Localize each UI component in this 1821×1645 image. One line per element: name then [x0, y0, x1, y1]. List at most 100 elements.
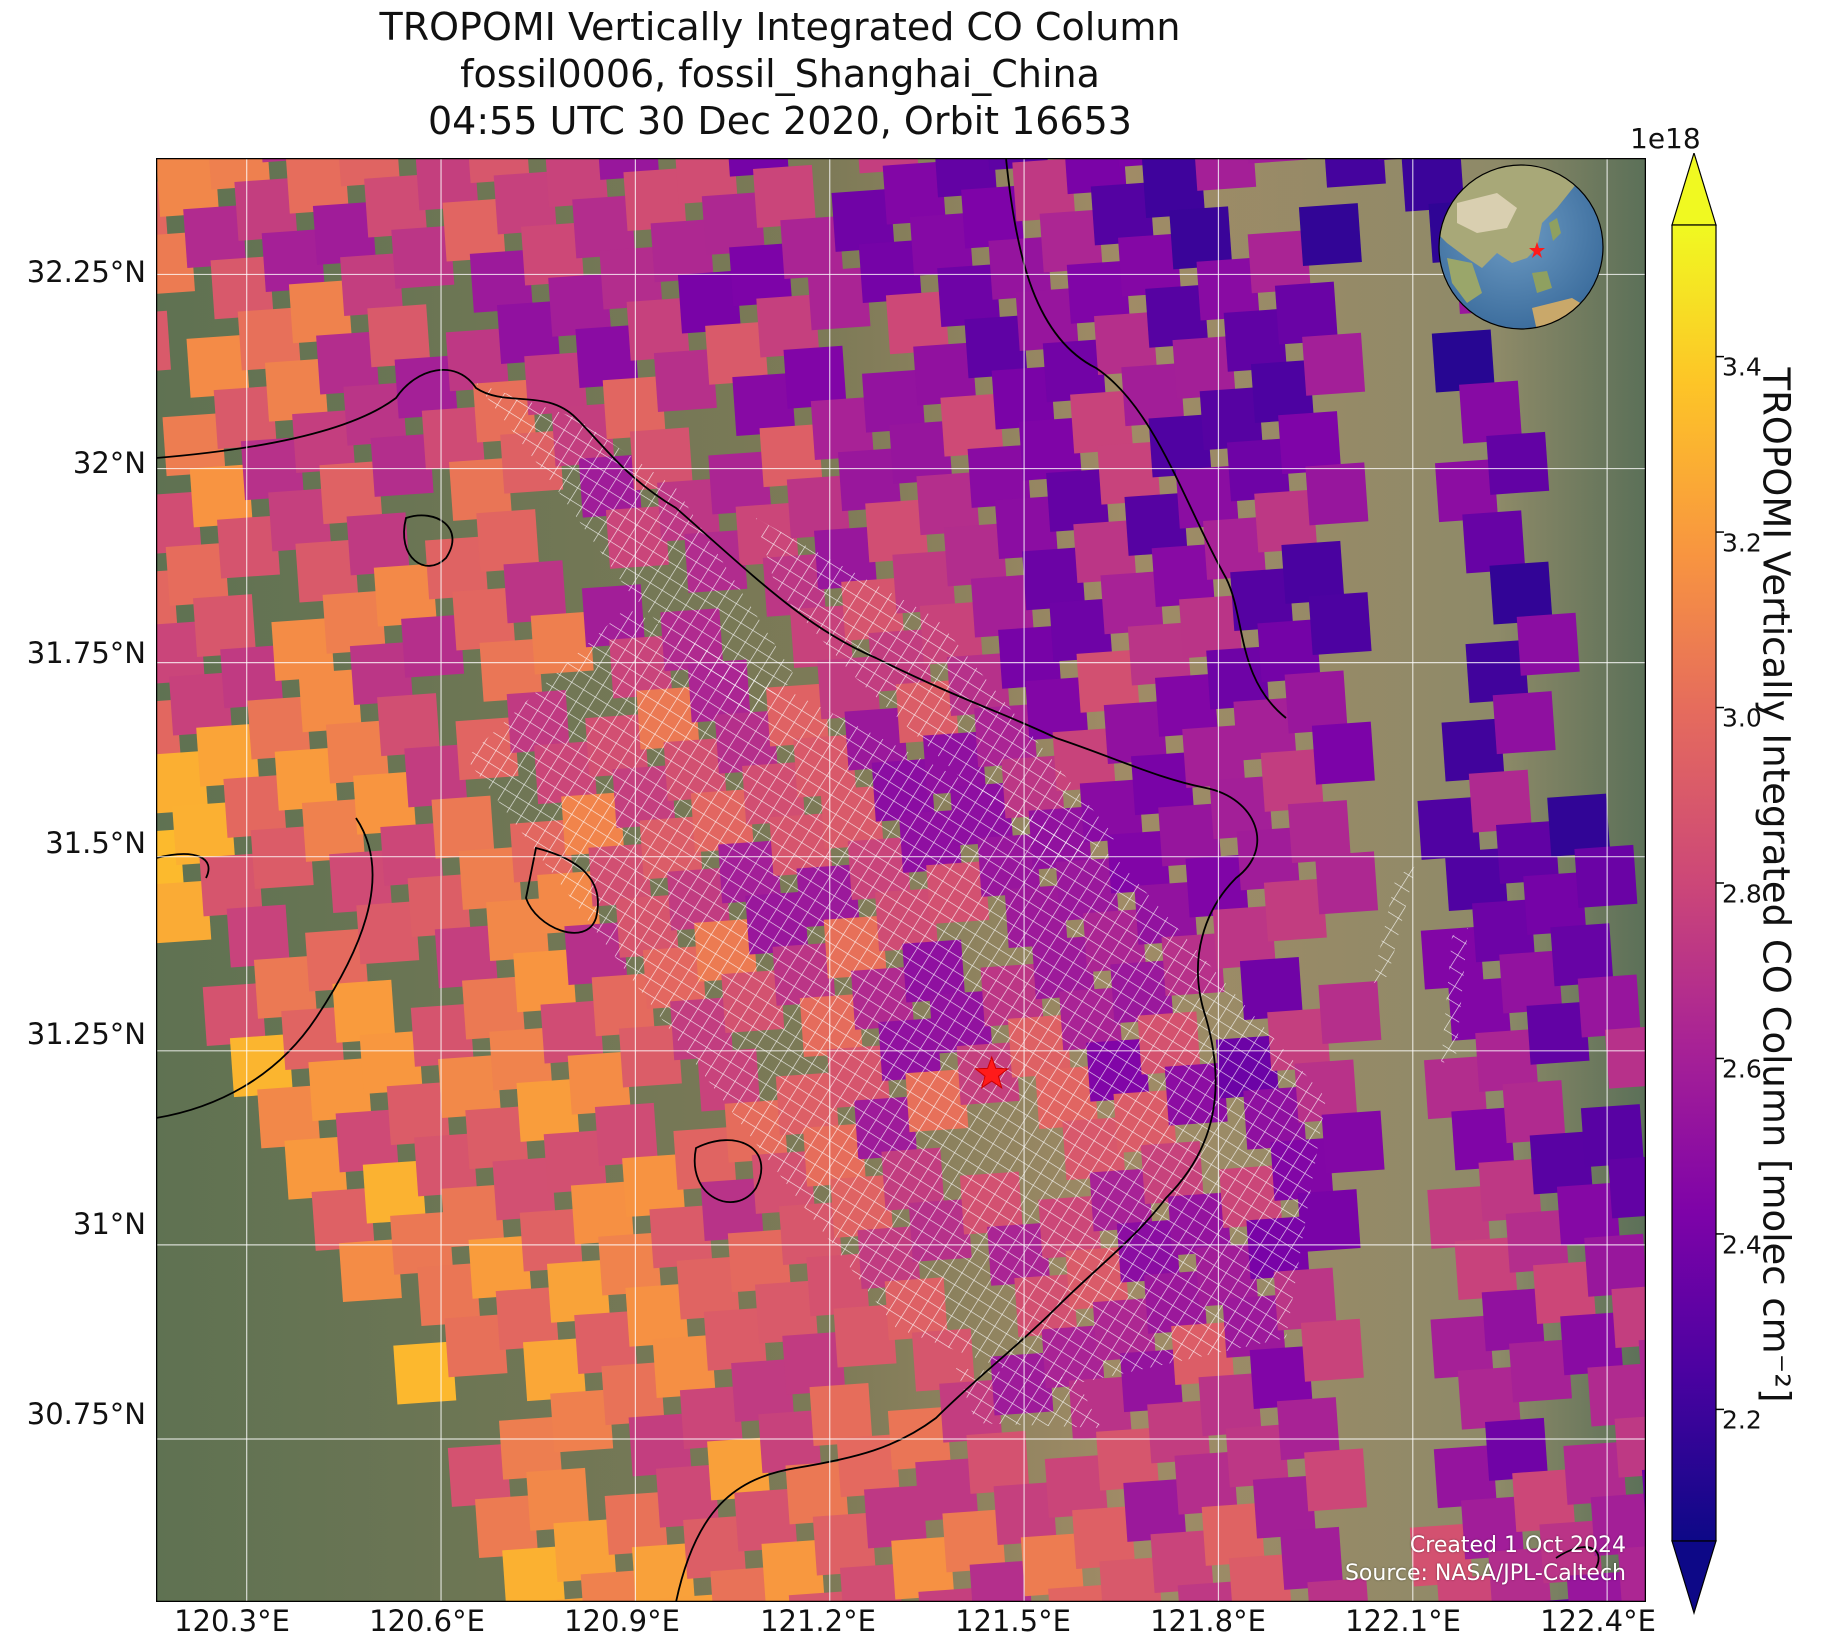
retrieval-pixel — [674, 158, 738, 204]
retrieval-pixel — [156, 491, 202, 555]
retrieval-pixel — [780, 216, 844, 280]
retrieval-pixel — [761, 1539, 825, 1602]
retrieval-pixel — [916, 472, 980, 536]
retrieval-pixel — [156, 158, 219, 217]
retrieval-pixel — [234, 177, 298, 241]
retrieval-pixel — [991, 366, 1055, 430]
retrieval-pixel — [196, 723, 260, 787]
retrieval-pixel — [625, 1283, 689, 1347]
retrieval-pixel — [1458, 380, 1522, 444]
colorbar — [1668, 153, 1728, 1615]
retrieval-pixel — [892, 550, 956, 614]
retrieval-pixel — [1239, 956, 1303, 1020]
retrieval-pixel — [683, 1515, 747, 1579]
lat-tick-label: 31.75°N — [26, 636, 146, 670]
retrieval-pixel — [1574, 844, 1638, 908]
colorbar-extend-max — [1671, 153, 1717, 226]
retrieval-pixel — [1424, 1056, 1487, 1120]
retrieval-pixel — [1584, 1233, 1646, 1297]
retrieval-pixel — [247, 696, 311, 760]
retrieval-pixel — [1070, 390, 1134, 454]
retrieval-pixel — [1539, 1520, 1603, 1584]
retrieval-pixel — [1090, 182, 1154, 246]
retrieval-pixel — [601, 1362, 665, 1426]
retrieval-pixel — [937, 264, 1001, 328]
retrieval-pixel — [1158, 803, 1222, 867]
retrieval-pixel — [998, 625, 1062, 689]
retrieval-pixel — [497, 300, 560, 364]
target-overlay-offshore-1 — [1372, 866, 1416, 984]
retrieval-pixel — [1201, 1502, 1265, 1566]
retrieval-pixel — [1529, 1131, 1593, 1195]
retrieval-pixel — [458, 846, 522, 910]
retrieval-pixel — [1039, 209, 1103, 273]
retrieval-pixel — [707, 1437, 771, 1501]
retrieval-pixel — [1209, 776, 1273, 840]
retrieval-pixel — [1254, 489, 1318, 553]
retrieval-pixel — [1526, 1001, 1590, 1065]
lat-tick-label: 32.25°N — [26, 255, 146, 289]
retrieval-pixel — [421, 406, 485, 470]
retrieval-pixel — [970, 574, 1034, 638]
retrieval-pixel — [325, 720, 389, 784]
retrieval-pixel — [1435, 459, 1498, 523]
retrieval-pixel — [1427, 1185, 1491, 1249]
colorbar-tick-label: 3.0 — [1722, 703, 1762, 733]
retrieval-pixel — [519, 1208, 583, 1272]
retrieval-pixel — [1297, 1189, 1361, 1253]
retrieval-pixel — [386, 1082, 450, 1146]
retrieval-pixel — [1590, 1493, 1646, 1557]
retrieval-pixel — [1617, 1544, 1646, 1602]
retrieval-pixel — [1260, 748, 1324, 812]
retrieval-pixel — [1096, 1427, 1159, 1491]
retrieval-pixel — [1478, 1158, 1542, 1222]
retrieval-pixel — [1049, 598, 1113, 662]
colorbar-tick-marks — [1716, 355, 1724, 1411]
retrieval-pixel — [754, 1280, 818, 1344]
retrieval-pixel — [1012, 158, 1076, 222]
retrieval-pixel — [1614, 1414, 1646, 1478]
retrieval-pixel — [731, 1358, 795, 1422]
coastline — [156, 158, 1600, 1602]
retrieval-pixel — [499, 1416, 562, 1480]
retrieval-pixel — [526, 1467, 590, 1531]
retrieval-pixel — [567, 1051, 631, 1115]
retrieval-pixel — [1580, 1104, 1644, 1168]
retrieval-pixel — [468, 1235, 532, 1299]
retrieval-pixel — [1523, 872, 1587, 936]
retrieval-pixel — [1489, 561, 1553, 625]
retrieval-pixel — [652, 1334, 716, 1398]
retrieval-pixel — [415, 158, 479, 211]
retrieval-pixel — [1505, 1209, 1569, 1273]
retrieval-pixel — [1281, 540, 1345, 604]
retrieval-pixel — [1437, 1574, 1500, 1602]
retrieval-pixel — [1433, 1445, 1497, 1509]
retrieval-pixel — [479, 638, 543, 702]
retrieval-pixel — [469, 249, 533, 313]
retrieval-pixel — [394, 355, 458, 419]
retrieval-pixel — [1430, 1315, 1494, 1379]
retrieval-pixel — [281, 1006, 345, 1070]
retrieval-pixel — [353, 771, 417, 835]
retrieval-pixel — [1185, 854, 1249, 918]
retrieval-pixel — [1298, 203, 1362, 267]
retrieval-pixel — [1441, 718, 1505, 782]
retrieval-pixel — [1127, 622, 1191, 686]
retrieval-pixel — [812, 1512, 876, 1576]
lon-tick-label: 120.3°E — [174, 1604, 290, 1638]
retrieval-pixel — [1257, 619, 1321, 683]
retrieval-pixel — [1131, 752, 1194, 816]
retrieval-pixel — [1196, 257, 1260, 321]
target-overlay-offshore-2 — [1441, 928, 1468, 1064]
retrieval-pixel — [591, 973, 655, 1037]
retrieval-pixel — [156, 621, 205, 685]
lat-tick-label: 30.75°N — [26, 1397, 146, 1431]
retrieval-pixel — [649, 1205, 713, 1269]
retrieval-pixel — [626, 297, 690, 361]
retrieval-pixel — [1042, 339, 1106, 403]
retrieval-pixel — [964, 315, 1028, 379]
retrieval-pixel — [449, 457, 512, 521]
retrieval-pixel — [1471, 899, 1535, 963]
lake-outline-3 — [403, 514, 454, 567]
retrieval-pixel — [362, 1160, 426, 1224]
